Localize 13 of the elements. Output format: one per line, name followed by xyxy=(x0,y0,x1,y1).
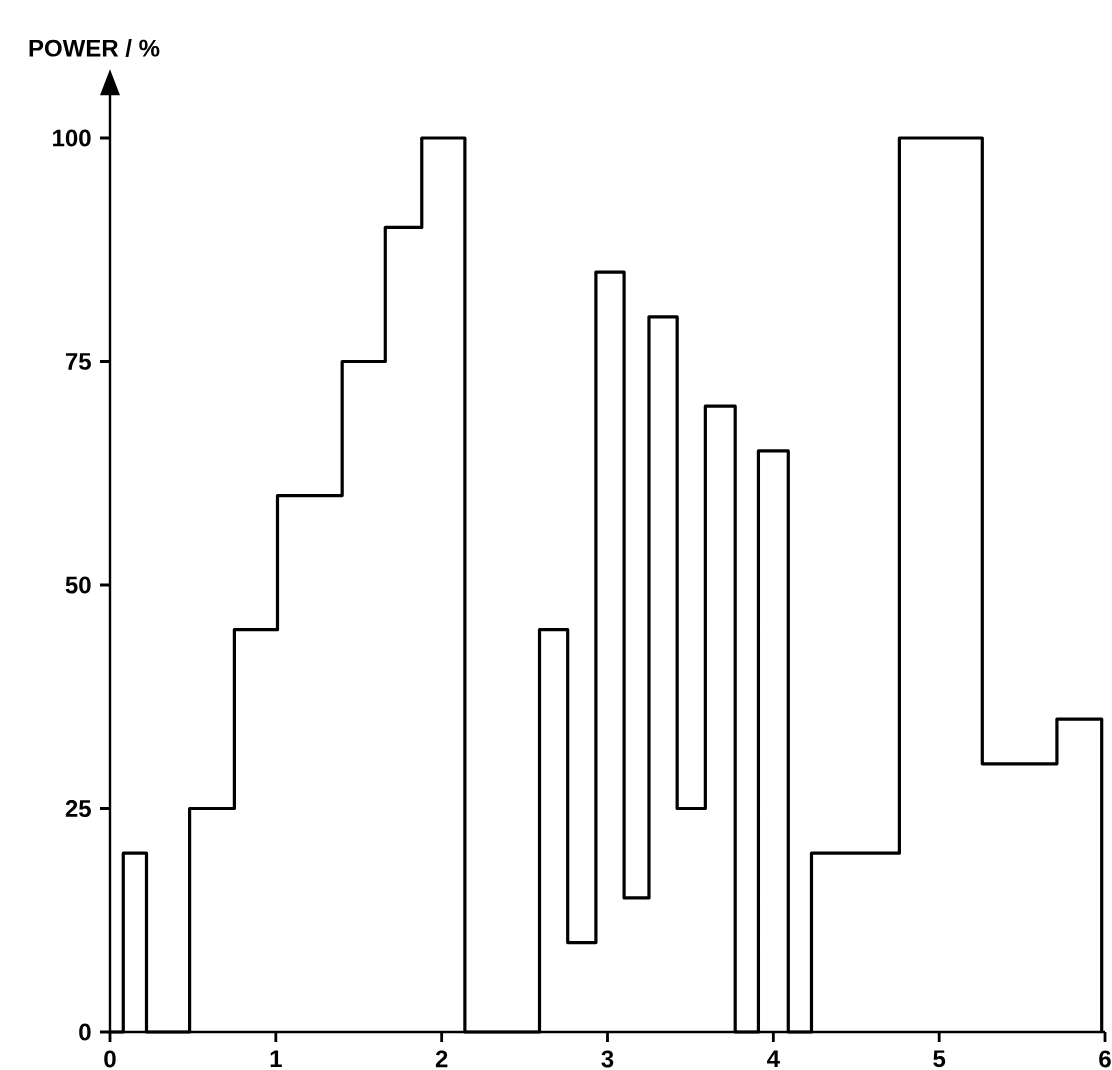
y-tick-label: 75 xyxy=(65,353,91,370)
y-tick-label: 50 xyxy=(65,576,91,594)
y-tick-label: 0 xyxy=(79,1023,91,1041)
y-tick-label: 25 xyxy=(65,800,91,817)
x-tick-label: 0 xyxy=(104,1050,116,1068)
x-tick-label: 2 xyxy=(435,1050,448,1068)
y-axis-title: POWER / % xyxy=(29,39,160,57)
x-tick-label: 6 xyxy=(1099,1050,1111,1068)
x-tick-label: 5 xyxy=(933,1050,946,1068)
x-tick-label: 3 xyxy=(601,1050,614,1068)
x-tick-label: 4 xyxy=(767,1050,780,1067)
y-tick-label: 100 xyxy=(53,129,91,147)
x-tick-label: 1 xyxy=(270,1050,282,1067)
